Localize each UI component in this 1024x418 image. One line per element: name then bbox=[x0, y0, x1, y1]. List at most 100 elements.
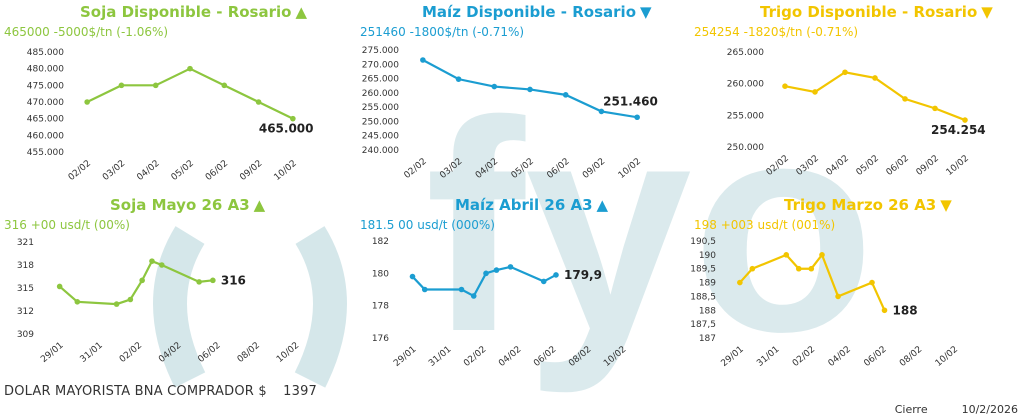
x-tick-label: 29/01 bbox=[392, 345, 418, 369]
y-tick-label: 250.000 bbox=[362, 117, 399, 127]
data-point bbox=[210, 277, 216, 284]
data-point bbox=[869, 279, 875, 286]
dolar-label: DOLAR MAYORISTA BNA COMPRADOR $ bbox=[4, 384, 267, 399]
data-point bbox=[187, 65, 193, 72]
trend-up-icon: ▲ bbox=[295, 3, 307, 21]
data-point bbox=[842, 69, 848, 76]
y-tick-label: 190 bbox=[699, 251, 716, 261]
data-point bbox=[782, 83, 788, 89]
data-point bbox=[902, 96, 908, 102]
y-tick-label: 312 bbox=[17, 307, 34, 317]
data-point bbox=[118, 82, 125, 89]
data-point bbox=[808, 265, 815, 272]
y-tick-label: 178 bbox=[372, 302, 389, 312]
x-tick-label: 09/02 bbox=[238, 159, 264, 183]
data-point bbox=[409, 273, 416, 280]
trend-down-icon: ▼ bbox=[940, 196, 952, 214]
x-tick-label: 02/02 bbox=[462, 345, 488, 369]
data-point bbox=[540, 278, 547, 285]
y-tick-label: 475.000 bbox=[27, 81, 64, 91]
y-tick-label: 321 bbox=[17, 238, 34, 248]
chart-subtitle: 181.5 00 usd/t (000%) bbox=[360, 218, 495, 232]
x-tick-label: 04/02 bbox=[474, 157, 500, 181]
data-point bbox=[553, 272, 559, 278]
y-tick-label: 315 bbox=[17, 284, 34, 294]
x-tick-label: 02/02 bbox=[67, 159, 93, 183]
x-tick-label: 29/01 bbox=[39, 341, 65, 365]
x-tick-label: 10/02 bbox=[617, 157, 643, 181]
chart-title: Trigo Marzo 26 A3 ▼ bbox=[784, 196, 952, 214]
data-point bbox=[783, 252, 790, 258]
data-point bbox=[221, 82, 228, 89]
svg-text:fyo: fyo bbox=[425, 58, 875, 396]
chart-svg: 250.000 255.000 260.000 265.000 02/02 03/02 04… bbox=[727, 48, 986, 178]
data-point bbox=[819, 252, 825, 258]
cierre-label: Cierre bbox=[894, 403, 928, 416]
y-tick-label: 265.000 bbox=[727, 48, 764, 58]
data-point bbox=[737, 279, 743, 286]
series-line bbox=[86, 67, 294, 120]
x-tick-label: 06/02 bbox=[862, 345, 888, 369]
x-tick-label: 29/01 bbox=[719, 345, 745, 369]
x-tick-label: 04/02 bbox=[135, 159, 161, 183]
x-tick-label: 09/02 bbox=[581, 157, 607, 181]
chart-subtitle: 251460 -1800$/tn (-0.71%) bbox=[360, 25, 525, 39]
data-point bbox=[470, 293, 477, 299]
data-point bbox=[872, 75, 878, 81]
x-tick-label: 08/02 bbox=[898, 345, 924, 369]
data-point bbox=[527, 86, 533, 93]
y-tick-label: 180 bbox=[372, 269, 389, 279]
y-tick-label: 188 bbox=[699, 306, 716, 316]
chart-svg: 176 178 180 182 29/01 31/01 02/02 04/02 06/02 08/… bbox=[372, 237, 629, 369]
data-point bbox=[455, 76, 462, 82]
y-tick-label: 245.000 bbox=[362, 132, 399, 142]
trend-down-icon: ▼ bbox=[640, 3, 652, 21]
chart-subtitle: 254254 -1820$/tn (-0.71%) bbox=[694, 25, 859, 39]
y-tick-label: 189,5 bbox=[690, 265, 716, 275]
y-tick-label: 480.000 bbox=[27, 65, 64, 75]
x-tick-label: 06/02 bbox=[196, 341, 222, 365]
y-tick-label: 260.000 bbox=[727, 80, 764, 90]
x-tick-label: 06/02 bbox=[885, 154, 911, 178]
y-tick-label: 187,5 bbox=[690, 320, 716, 330]
x-tick-label: 09/02 bbox=[915, 154, 941, 178]
y-tick-label: 189 bbox=[699, 279, 716, 289]
x-tick-label: 05/02 bbox=[510, 157, 536, 181]
data-point bbox=[458, 286, 465, 293]
data-point bbox=[152, 82, 159, 89]
chart-svg: 240.000 245.000 250.000 255.000 260.000 265.0… bbox=[362, 46, 658, 181]
chart-svg: 455.000 460.000 465.000 470.000 475.000 480.0… bbox=[27, 48, 314, 183]
trend-up-icon: ▲ bbox=[253, 196, 266, 214]
y-tick-label: 188,5 bbox=[690, 292, 716, 302]
chart-subtitle: 465000 -5000$/tn (-1.06%) bbox=[4, 25, 169, 39]
x-tick-label: 02/02 bbox=[118, 341, 144, 365]
x-tick-label: 04/02 bbox=[157, 341, 183, 365]
data-point bbox=[507, 264, 514, 270]
data-point bbox=[749, 265, 756, 272]
y-tick-label: 275.000 bbox=[362, 46, 399, 56]
x-tick-label: 02/02 bbox=[765, 154, 791, 178]
y-tick-label: 255.000 bbox=[727, 111, 764, 121]
y-tick-label: 255.000 bbox=[362, 103, 399, 113]
x-tick-label: 03/02 bbox=[101, 159, 127, 183]
x-tick-label: 08/02 bbox=[567, 345, 593, 369]
x-tick-label: 04/02 bbox=[825, 154, 851, 178]
x-tick-label: 31/01 bbox=[755, 345, 781, 369]
data-point bbox=[835, 293, 841, 300]
data-point bbox=[795, 265, 802, 272]
x-tick-label: 31/01 bbox=[427, 345, 453, 369]
data-point bbox=[255, 99, 262, 105]
x-tick-label: 10/02 bbox=[945, 154, 971, 178]
data-point bbox=[421, 286, 428, 293]
data-point bbox=[491, 83, 498, 90]
x-tick-label: 02/02 bbox=[791, 345, 817, 369]
chart-svg: 309 312 315 318 321 29/01 31/01 02/02 04/02 06/02… bbox=[17, 238, 301, 365]
chart-subtitle: 316 +00 usd/t (00%) bbox=[4, 218, 130, 232]
x-tick-label: 05/02 bbox=[170, 159, 196, 183]
x-tick-label: 08/02 bbox=[236, 341, 262, 365]
data-point bbox=[493, 267, 500, 273]
last-value-label: 316 bbox=[221, 273, 246, 287]
series-line bbox=[739, 252, 886, 311]
y-tick-label: 176 bbox=[372, 334, 389, 344]
x-tick-label: 03/02 bbox=[795, 154, 821, 178]
